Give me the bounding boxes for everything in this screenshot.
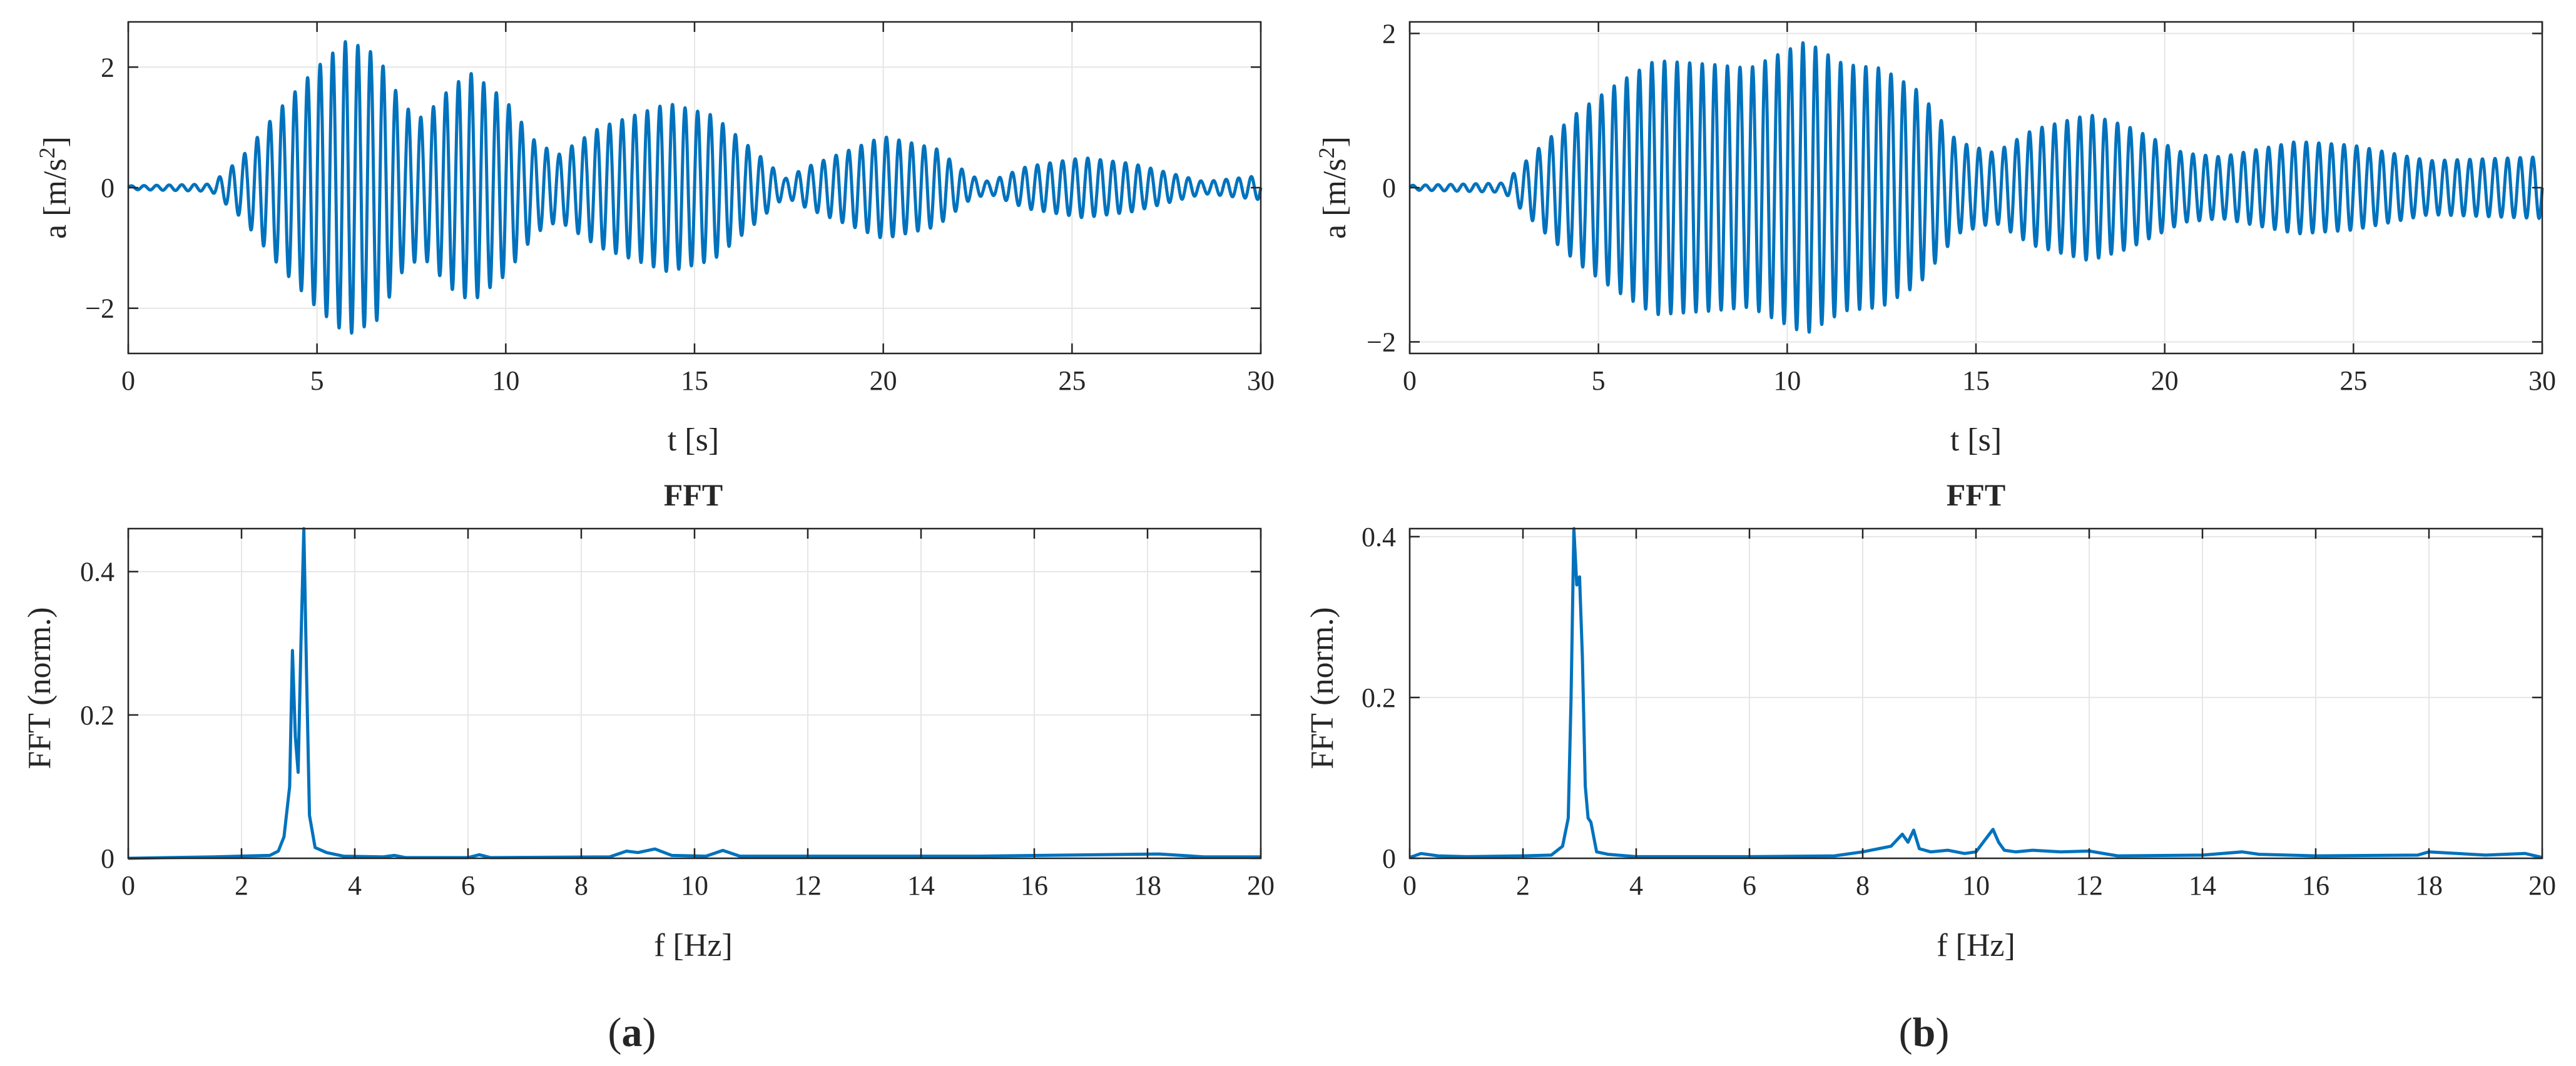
plot-a-fft: FFT 0 2 4 6 8 10 12 14 16 18 20 0 0.2 0.4 f [Hz] FFT …: [22, 477, 1275, 963]
x-tick-label: 0: [121, 870, 135, 901]
x-axis-label: t [s]: [1950, 422, 2002, 458]
x-tick-label: 2: [1516, 870, 1530, 901]
x-tick-label: 20: [1247, 870, 1275, 901]
x-tick-label: 15: [681, 365, 708, 396]
x-tick-label: 20: [2528, 870, 2556, 901]
axes: [127, 21, 1262, 355]
x-tick-label: 20: [2151, 365, 2179, 396]
x-tick-label: 10: [1962, 870, 1990, 901]
y-tick-label: 0: [1382, 843, 1396, 874]
y-tick-label: −2: [1367, 327, 1396, 358]
y-tick-label: 0.2: [80, 700, 115, 731]
y-tick-label: 0: [101, 843, 115, 874]
tick-labels: 0 5 10 15 20 25 30−202: [1367, 18, 2556, 396]
data-lines: [126, 40, 1263, 335]
x-tick-label: 0: [121, 365, 135, 396]
x-tick-label: 25: [1058, 365, 1086, 396]
axes: [1408, 527, 2543, 860]
x-axis-label: f [Hz]: [654, 928, 733, 963]
x-tick-label: 25: [2339, 365, 2367, 396]
x-tick-label: 0: [1403, 870, 1417, 901]
series-line-0: [126, 40, 1263, 335]
x-tick-label: 4: [1629, 870, 1643, 901]
panel-label-a: (a): [608, 1010, 656, 1055]
x-tick-label: 6: [1743, 870, 1756, 901]
plot-title: FFT: [1947, 477, 2005, 512]
x-tick-label: 10: [492, 365, 519, 396]
x-tick-label: 0: [1403, 365, 1417, 396]
x-tick-label: 16: [1021, 870, 1048, 901]
x-tick-label: 10: [681, 870, 708, 901]
y-axis-label: FFT (norm.): [22, 607, 58, 769]
x-tick-label: 8: [1856, 870, 1870, 901]
x-tick-label: 5: [1592, 365, 1606, 396]
x-tick-label: 18: [2415, 870, 2443, 901]
x-tick-label: 6: [461, 870, 475, 901]
x-tick-label: 2: [235, 870, 248, 901]
x-tick-label: 30: [2528, 365, 2556, 396]
data-lines: [1409, 527, 2543, 860]
y-tick-label: 0.4: [80, 557, 115, 587]
x-tick-label: 4: [348, 870, 362, 901]
x-tick-label: 12: [2075, 870, 2103, 901]
x-tick-label: 14: [907, 870, 935, 901]
y-tick-label: 2: [101, 52, 115, 83]
x-axis-label: t [s]: [668, 422, 719, 458]
x-tick-label: 8: [574, 870, 588, 901]
tick-labels: 0 2 4 6 8 10 12 14 16 18 20 0 0.2 0.4: [1362, 522, 2556, 901]
y-tick-label: −2: [85, 293, 115, 324]
panel-letter: a: [622, 1010, 643, 1055]
plot-title: FFT: [664, 477, 723, 512]
plot-b-fft: FFT 0 2 4 6 8 10 12 14 16 18 20 0 0.2 0.4 f [Hz] FFT …: [1305, 477, 2556, 963]
x-tick-label: 5: [310, 365, 324, 396]
x-axis-label: f [Hz]: [1937, 928, 2015, 963]
data-lines: [128, 527, 1261, 860]
axes: [127, 527, 1262, 860]
x-tick-label: 16: [2302, 870, 2329, 901]
series-line-0: [1408, 41, 2544, 334]
x-tick-label: 20: [870, 365, 897, 396]
panel-label-b: (b): [1899, 1010, 1950, 1055]
x-tick-label: 15: [1962, 365, 1990, 396]
y-tick-label: 2: [1382, 18, 1396, 49]
x-tick-label: 10: [1773, 365, 1801, 396]
axes: [1408, 21, 2543, 355]
plot-a-time: 0 5 10 15 20 25 30−202 t [s] a [m/s2]: [34, 21, 1275, 458]
panel-letter: b: [1913, 1010, 1936, 1055]
x-tick-label: 30: [1247, 365, 1275, 396]
tick-labels: 0 5 10 15 20 25 30 −2 0 2: [85, 52, 1275, 396]
x-tick-label: 18: [1134, 870, 1161, 901]
y-tick-label: 0.2: [1362, 683, 1396, 713]
y-axis-label: FFT (norm.): [1305, 607, 1340, 769]
y-tick-label: 0: [1382, 173, 1396, 203]
x-tick-label: 12: [794, 870, 822, 901]
series-line-0: [1409, 527, 2543, 860]
y-tick-label: 0.4: [1362, 522, 1396, 552]
tick-labels: 0 2 4 6 8 10 12 14 16 18 20 0 0.2 0.4: [80, 557, 1275, 901]
x-tick-label: 14: [2189, 870, 2216, 901]
y-tick-label: 0: [101, 173, 115, 203]
data-lines: [1408, 41, 2544, 334]
series-line-0: [128, 527, 1261, 860]
